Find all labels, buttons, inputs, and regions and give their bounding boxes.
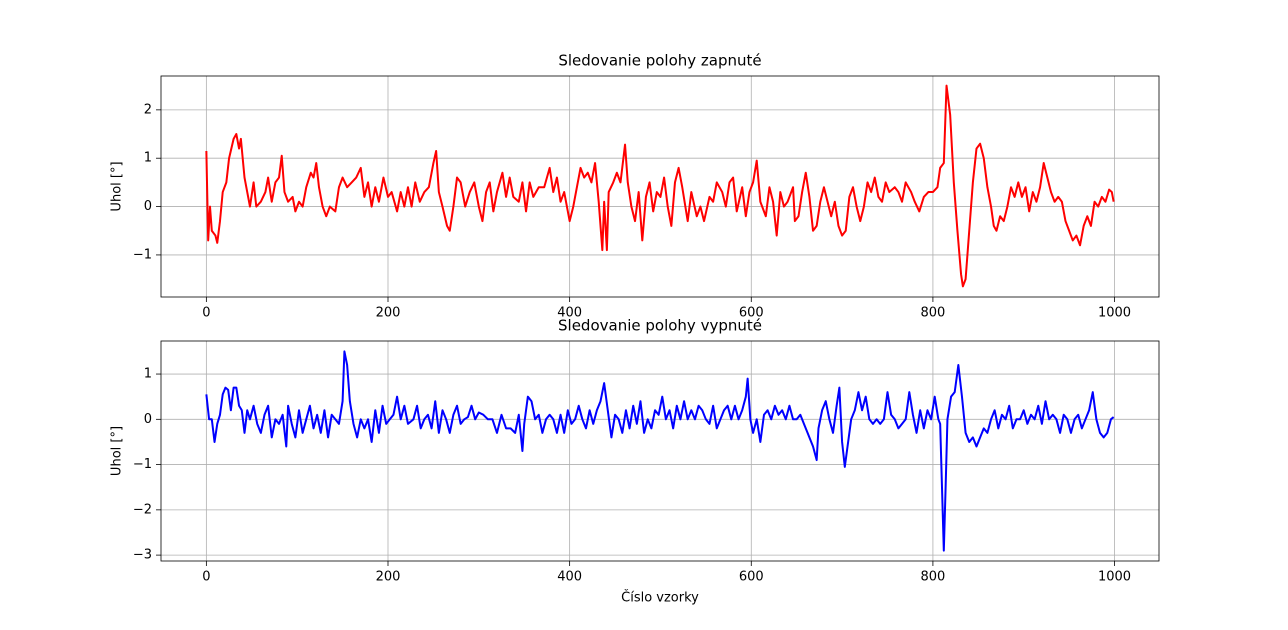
x-tick-label: 200 bbox=[376, 570, 401, 585]
x-tick-label: 1000 bbox=[1098, 570, 1131, 585]
y-tick-label: 0 bbox=[144, 199, 152, 214]
x-tick-label: 800 bbox=[920, 306, 945, 321]
x-tick-label: 800 bbox=[920, 570, 945, 585]
chart-title: Sledovanie polohy vypnuté bbox=[558, 317, 762, 335]
axes-frame bbox=[160, 340, 1160, 562]
y-axis-label: Uhol [°] bbox=[110, 426, 125, 476]
y-tick-label: −1 bbox=[133, 457, 152, 472]
x-tick-label: 600 bbox=[739, 570, 764, 585]
x-tick-label: 1000 bbox=[1098, 306, 1131, 321]
y-tick-label: 1 bbox=[144, 151, 152, 166]
chart-title: Sledovanie polohy zapnuté bbox=[558, 52, 761, 70]
x-tick-label: 0 bbox=[202, 570, 210, 585]
x-tick-label: 200 bbox=[376, 306, 401, 321]
x-tick-label: 400 bbox=[557, 306, 582, 321]
y-tick-label: −3 bbox=[133, 548, 152, 563]
y-tick-label: 0 bbox=[144, 412, 152, 427]
y-tick-label: −2 bbox=[133, 502, 152, 517]
x-tick-label: 0 bbox=[202, 306, 210, 321]
data-line bbox=[205, 350, 1115, 552]
y-tick-label: 1 bbox=[144, 367, 152, 382]
y-tick-label: −1 bbox=[133, 247, 152, 262]
axes-frame bbox=[160, 75, 1160, 298]
y-tick-label: 2 bbox=[144, 102, 152, 117]
data-line bbox=[205, 84, 1115, 288]
y-axis-label: Uhol [°] bbox=[110, 161, 125, 211]
x-axis-label: Číslo vzorky bbox=[621, 590, 699, 606]
x-tick-label: 400 bbox=[557, 570, 582, 585]
x-tick-label: 600 bbox=[739, 306, 764, 321]
